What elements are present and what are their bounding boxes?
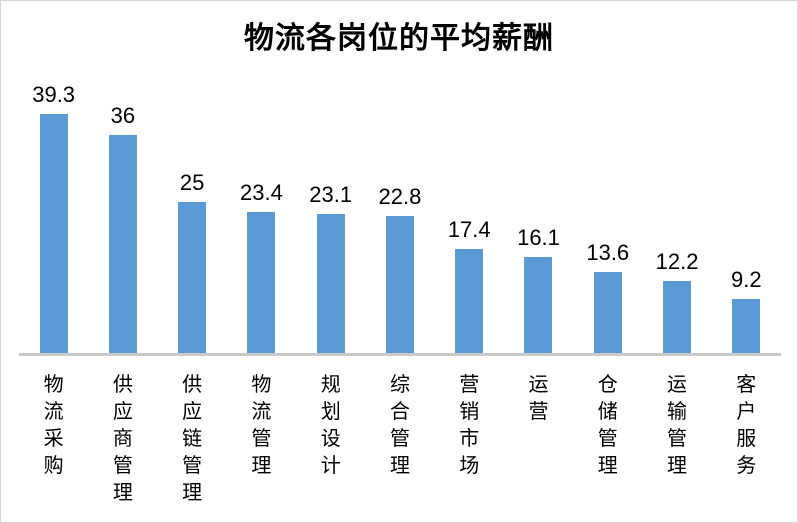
bar-value-label: 16.1: [517, 225, 560, 250]
category-label: 营 销 市 场: [459, 374, 480, 477]
category-axis: 物 流 采 购供 应 商 管 理供 应 链 管 理物 流 管 理规 划 设 计综…: [19, 372, 781, 507]
category-label: 物 流 管 理: [251, 374, 272, 477]
bar-group: 9.2: [712, 267, 781, 356]
category-label: 客 户 服 务: [736, 374, 757, 477]
bar-group: 25: [158, 170, 227, 356]
bar-value-label: 23.1: [309, 182, 353, 207]
bar: [524, 257, 553, 356]
bar-group: 16.1: [504, 225, 573, 356]
bar: [593, 272, 622, 356]
bar: [39, 114, 68, 356]
bar-group: 22.8: [365, 184, 434, 356]
category-label: 供 应 商 管 理: [112, 374, 133, 504]
category-label: 运 营: [528, 374, 549, 423]
category-label: 仓 储 管 理: [597, 374, 618, 477]
bar-value-label: 22.8: [378, 184, 422, 209]
category-label: 供 应 链 管 理: [182, 374, 203, 504]
bar-group: 39.3: [19, 82, 88, 356]
bar-value-label: 13.6: [586, 240, 630, 265]
bars-plot-area: 39.3 36 25 23.4 23.1 22.8 17.4 16.1 13.6 12.2 9.2: [19, 1, 781, 356]
bar: [247, 212, 276, 356]
bar-value-label: 17.4: [447, 217, 491, 242]
bar: [732, 299, 761, 356]
bar-group: 12.2: [642, 249, 711, 356]
bar-value-label: 36: [110, 103, 136, 128]
bar: [108, 135, 137, 356]
chart-title: 物流各岗位的平均薪酬: [244, 22, 554, 55]
bar-value-label: 12.2: [655, 249, 699, 274]
bar-group: 17.4: [435, 217, 504, 356]
bar-value-label: 23.4: [240, 180, 283, 205]
bar: [455, 249, 484, 356]
bar: [178, 202, 207, 356]
category-label: 物 流 采 购: [43, 374, 64, 477]
bar: [316, 214, 345, 356]
bar: [663, 281, 692, 356]
category-label: 规 划 设 计: [320, 374, 341, 477]
bar-group: 36: [88, 103, 157, 356]
x-axis-line: [19, 353, 781, 356]
bar-group: 23.4: [227, 180, 296, 356]
bar-value-label: 9.2: [730, 267, 762, 292]
bar-group: 13.6: [573, 240, 642, 356]
category-label: 运 输 管 理: [667, 374, 688, 477]
bar: [385, 216, 414, 356]
bar-value-label: 25: [179, 170, 205, 195]
bar-value-label: 39.3: [32, 82, 76, 107]
category-label: 综 合 管 理: [389, 374, 410, 477]
bar-group: 23.1: [296, 182, 365, 356]
